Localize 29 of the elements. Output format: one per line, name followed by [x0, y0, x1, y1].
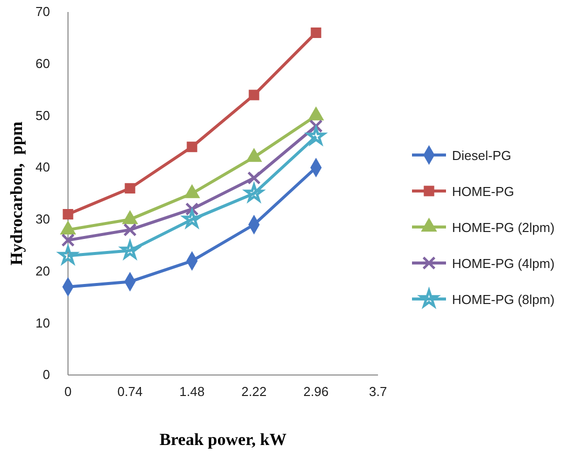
legend-label: Diesel-PG	[452, 148, 512, 163]
x-tick-label: 1.48	[179, 384, 205, 400]
x-tick-label: 3.7	[368, 384, 388, 400]
y-tick-label: 10	[36, 315, 50, 330]
y-axis-title: Hydrocarbon, ppm	[7, 122, 26, 266]
point	[248, 90, 260, 100]
y-tick-label: 20	[36, 263, 50, 278]
point	[124, 183, 136, 194]
y-tick-label: 60	[36, 56, 50, 72]
y-tick-label: 50	[36, 108, 50, 123]
x-tick-label: 2.22	[241, 384, 267, 400]
y-tick-label: 70	[36, 4, 50, 20]
legend-label: HOME-PG (2lpm)	[452, 220, 555, 235]
point	[247, 171, 261, 185]
x-axis-title: Break power, kW	[159, 430, 287, 449]
x-tick-label: 0.74	[117, 384, 143, 400]
y-tick-label: 40	[36, 160, 50, 175]
legend-label: HOME-PG (4lpm)	[452, 256, 555, 271]
point	[61, 233, 75, 247]
x-tick-label: 0	[64, 384, 72, 400]
legend-label: HOME-PG (8lpm)	[452, 292, 555, 307]
legend-label: HOME-PG	[452, 184, 514, 199]
y-tick-label: 0	[42, 367, 50, 382]
point	[62, 209, 74, 220]
x-tick-label: 2.96	[303, 384, 329, 400]
point	[310, 28, 322, 38]
y-tick-label: 30	[36, 212, 50, 227]
point	[186, 142, 198, 152]
point	[123, 223, 137, 237]
